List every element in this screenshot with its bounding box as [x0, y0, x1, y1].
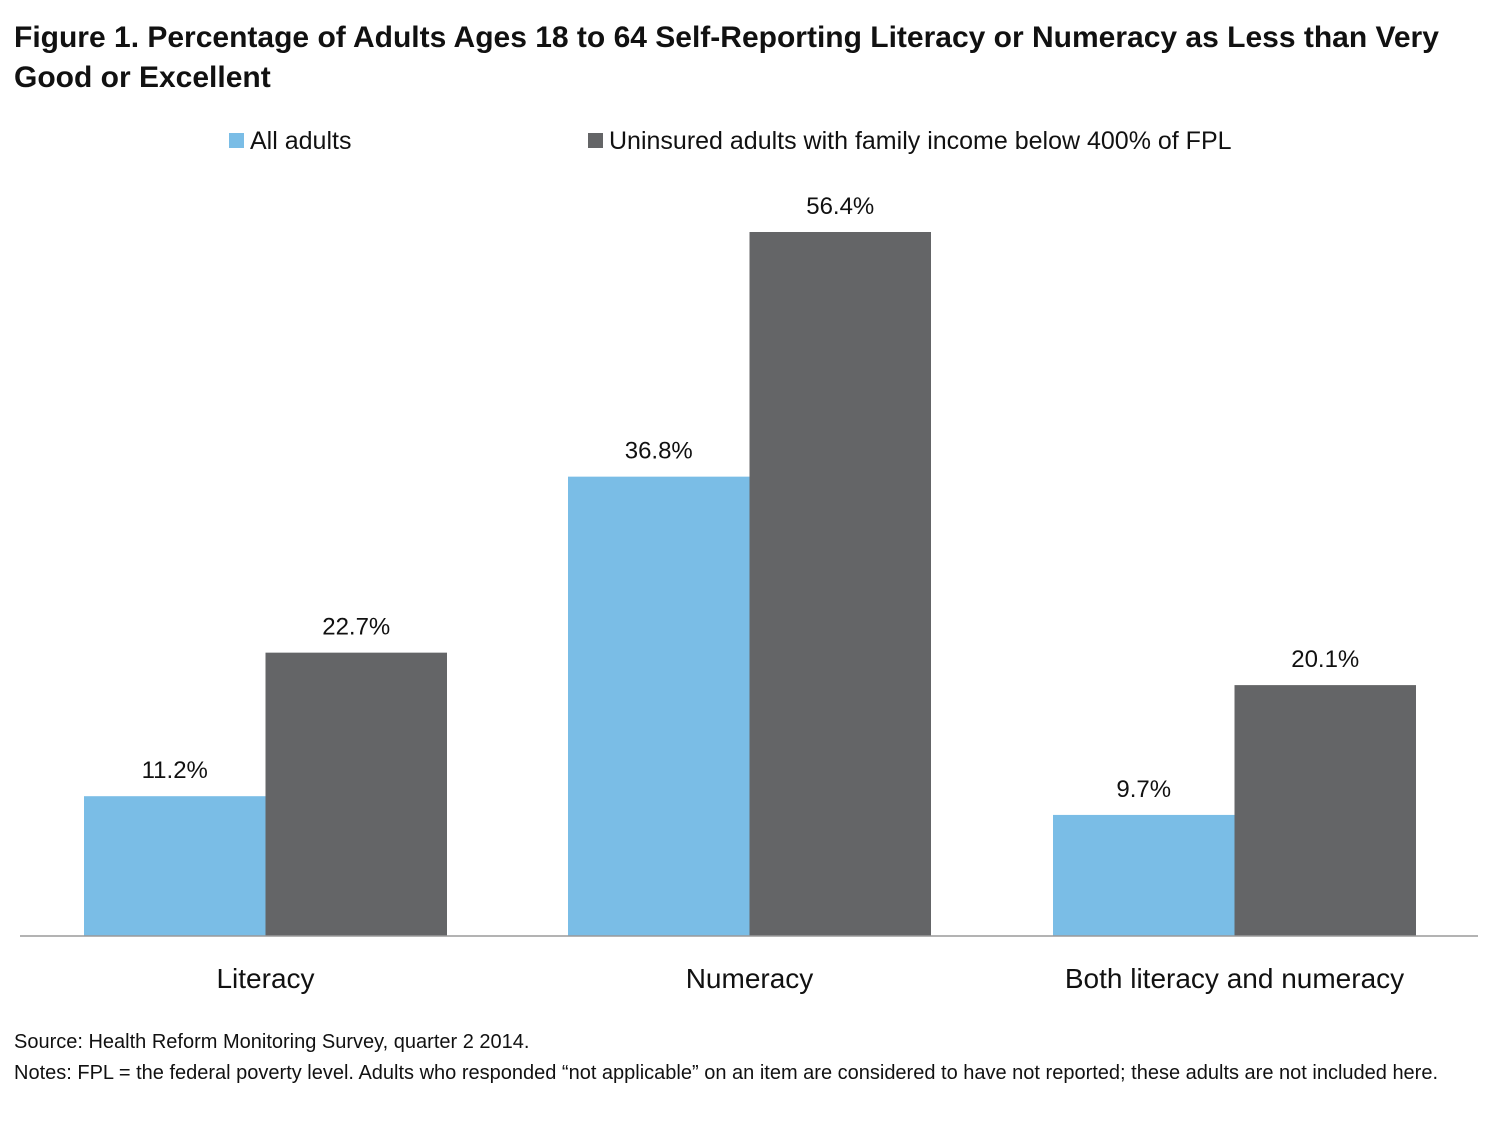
bar-chart: All adults Uninsured adults with family i… [20, 127, 1478, 994]
category-label: Both literacy and numeracy [1065, 963, 1404, 994]
category-label: Literacy [216, 963, 314, 994]
bar-all-adults-2 [1053, 814, 1235, 936]
value-label: 20.1% [1291, 646, 1359, 673]
legend: All adults Uninsured adults with family i… [229, 127, 1232, 155]
bar-all-adults-0 [84, 796, 266, 936]
bar-uninsured-2 [1234, 685, 1416, 936]
value-labels: 11.2% 36.8% 9.7% 22.7% 56.4% 20.1% [142, 193, 1360, 803]
value-label: 22.7% [322, 614, 390, 641]
value-label: 56.4% [806, 193, 874, 220]
category-label: Numeracy [686, 963, 814, 994]
bar-all-adults-1 [568, 476, 750, 936]
value-label: 36.8% [625, 438, 693, 465]
category-labels: Literacy Numeracy Both literacy and numera… [216, 963, 1404, 994]
legend-label: Uninsured adults with family income belo… [609, 127, 1232, 155]
chart-title: Figure 1. Percentage of Adults Ages 18 t… [14, 21, 1439, 94]
notes: Notes: FPL = the federal poverty level. … [14, 1062, 1439, 1084]
bars [84, 232, 1416, 936]
value-label: 9.7% [1116, 776, 1171, 803]
bar-uninsured-0 [265, 652, 447, 936]
value-label: 11.2% [142, 757, 208, 784]
legend-swatch [229, 133, 244, 148]
footer: Source: Health Reform Monitoring Survey,… [14, 1027, 1489, 1089]
source-note: Source: Health Reform Monitoring Survey,… [14, 1031, 530, 1053]
legend-swatch [588, 133, 603, 148]
legend-label: All adults [250, 127, 351, 155]
bar-uninsured-1 [749, 232, 931, 936]
